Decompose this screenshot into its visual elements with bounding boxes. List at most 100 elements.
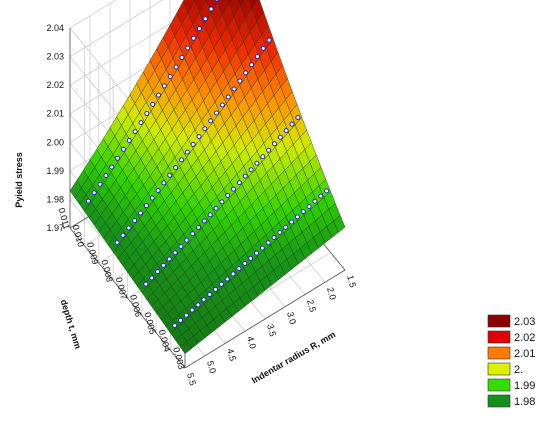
data-point (260, 45, 266, 51)
data-point (207, 292, 213, 298)
data-point (266, 37, 272, 43)
data-point (138, 120, 144, 126)
legend-label: 1.99 (514, 380, 535, 392)
data-point (254, 160, 260, 166)
data-point (138, 210, 144, 216)
x-tick-label: 5.5 (185, 372, 198, 387)
data-point (161, 180, 167, 186)
y-axis-label: depth t, mm (59, 298, 83, 350)
data-point (208, 118, 214, 124)
data-point (230, 271, 236, 277)
y-tick-label: 0.010 (71, 224, 86, 248)
data-point (196, 26, 202, 32)
z-tick-label: 2.02 (46, 80, 64, 90)
data-point (132, 218, 138, 224)
data-point (103, 173, 109, 179)
x-tick-label: 4.0 (245, 335, 258, 350)
data-point (207, 212, 213, 218)
z-tick-label: 1.97 (46, 223, 64, 233)
data-point (237, 78, 243, 84)
x-tick-label: 2.0 (325, 286, 338, 301)
legend-swatch (487, 346, 511, 360)
data-point (190, 141, 196, 147)
surface-cell (333, 215, 346, 233)
legend-swatch (487, 314, 511, 328)
surface-cell (227, 0, 232, 5)
data-point (266, 147, 272, 153)
data-point (312, 198, 318, 204)
data-point (265, 240, 271, 246)
data-point (283, 224, 289, 230)
y-tick-label: 0.006 (128, 294, 143, 318)
data-point (177, 317, 183, 323)
data-point (283, 128, 289, 134)
surface-cell (248, 0, 258, 9)
data-point (242, 173, 248, 179)
data-point (248, 255, 254, 261)
data-point (271, 141, 277, 147)
data-point (160, 262, 166, 268)
data-point (167, 73, 173, 79)
data-point (155, 187, 161, 193)
x-tick-label: 1.5 (345, 274, 358, 289)
data-point (150, 101, 156, 107)
data-point (191, 35, 197, 41)
data-point (214, 0, 220, 2)
data-point (126, 138, 132, 144)
data-point (202, 16, 208, 22)
data-point (126, 225, 132, 231)
data-point (195, 224, 201, 230)
data-point (143, 203, 149, 209)
data-point (143, 281, 149, 287)
z-axis-label: Pyield stress (14, 152, 24, 208)
data-point (225, 94, 231, 100)
data-point (114, 240, 120, 246)
data-point (306, 203, 312, 209)
legend-swatch (487, 378, 511, 392)
data-point (172, 250, 178, 256)
legend-swatch (487, 330, 511, 344)
data-point (178, 157, 184, 163)
surface-mesh (69, 0, 346, 355)
data-point (132, 129, 138, 135)
data-point (202, 126, 208, 132)
data-point (236, 266, 242, 272)
legend-label: 2. (514, 364, 523, 376)
data-point (167, 172, 173, 178)
x-tick-label: 5.0 (205, 360, 218, 375)
data-point (144, 111, 150, 117)
data-point (253, 250, 259, 256)
data-point (201, 218, 207, 224)
data-point (277, 229, 283, 235)
data-point (214, 110, 220, 116)
data-point (184, 149, 190, 155)
x-axis-ticks: 1.5 2.0 2.5 3.0 3.5 4.0 4.5 5.0 5.5 (185, 274, 358, 387)
data-point (185, 45, 191, 51)
x-tick-label: 3.0 (285, 311, 298, 326)
data-point (249, 62, 255, 68)
data-point (213, 286, 219, 292)
data-point (260, 154, 266, 160)
data-point (242, 261, 248, 267)
data-point (85, 198, 91, 204)
data-point (289, 121, 295, 127)
data-point (196, 134, 202, 140)
data-point (271, 235, 277, 241)
z-tick-label: 2.04 (46, 23, 64, 33)
data-point (243, 70, 249, 76)
legend-label: 1.98 (514, 396, 535, 408)
z-tick-label: 1.98 (46, 194, 64, 204)
data-point (259, 245, 265, 251)
data-point (195, 302, 201, 308)
legend-label: 2.02 (514, 332, 535, 344)
data-point (324, 188, 330, 194)
data-point (219, 102, 225, 108)
data-point (120, 146, 126, 152)
data-point (184, 237, 190, 243)
data-point (173, 64, 179, 70)
data-point (248, 167, 254, 173)
data-point (91, 190, 97, 196)
x-tick-label: 3.5 (265, 323, 278, 338)
